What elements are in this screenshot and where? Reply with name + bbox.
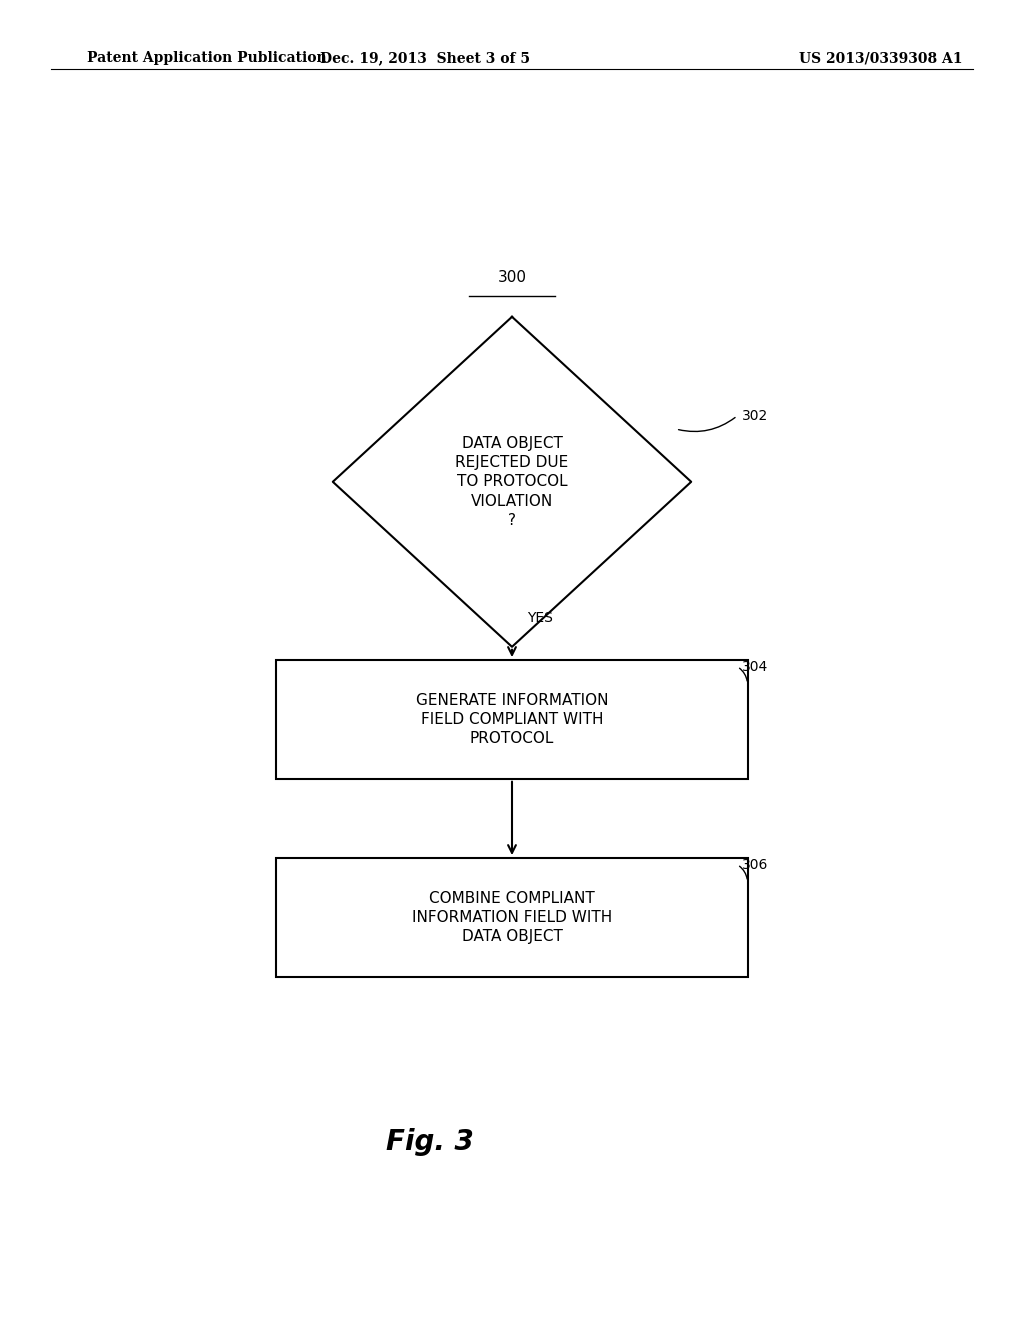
Text: 300: 300 bbox=[498, 269, 526, 285]
Text: 302: 302 bbox=[742, 409, 769, 422]
Text: COMBINE COMPLIANT
INFORMATION FIELD WITH
DATA OBJECT: COMBINE COMPLIANT INFORMATION FIELD WITH… bbox=[412, 891, 612, 944]
Text: 306: 306 bbox=[742, 858, 769, 871]
FancyBboxPatch shape bbox=[276, 660, 748, 779]
FancyBboxPatch shape bbox=[276, 858, 748, 977]
Text: DATA OBJECT
REJECTED DUE
TO PROTOCOL
VIOLATION
?: DATA OBJECT REJECTED DUE TO PROTOCOL VIO… bbox=[456, 436, 568, 528]
Text: Fig. 3: Fig. 3 bbox=[386, 1127, 474, 1156]
Text: GENERATE INFORMATION
FIELD COMPLIANT WITH
PROTOCOL: GENERATE INFORMATION FIELD COMPLIANT WIT… bbox=[416, 693, 608, 746]
Text: YES: YES bbox=[527, 611, 553, 624]
Text: Dec. 19, 2013  Sheet 3 of 5: Dec. 19, 2013 Sheet 3 of 5 bbox=[319, 51, 530, 65]
Text: 304: 304 bbox=[742, 660, 769, 673]
Text: Patent Application Publication: Patent Application Publication bbox=[87, 51, 327, 65]
Text: US 2013/0339308 A1: US 2013/0339308 A1 bbox=[799, 51, 963, 65]
